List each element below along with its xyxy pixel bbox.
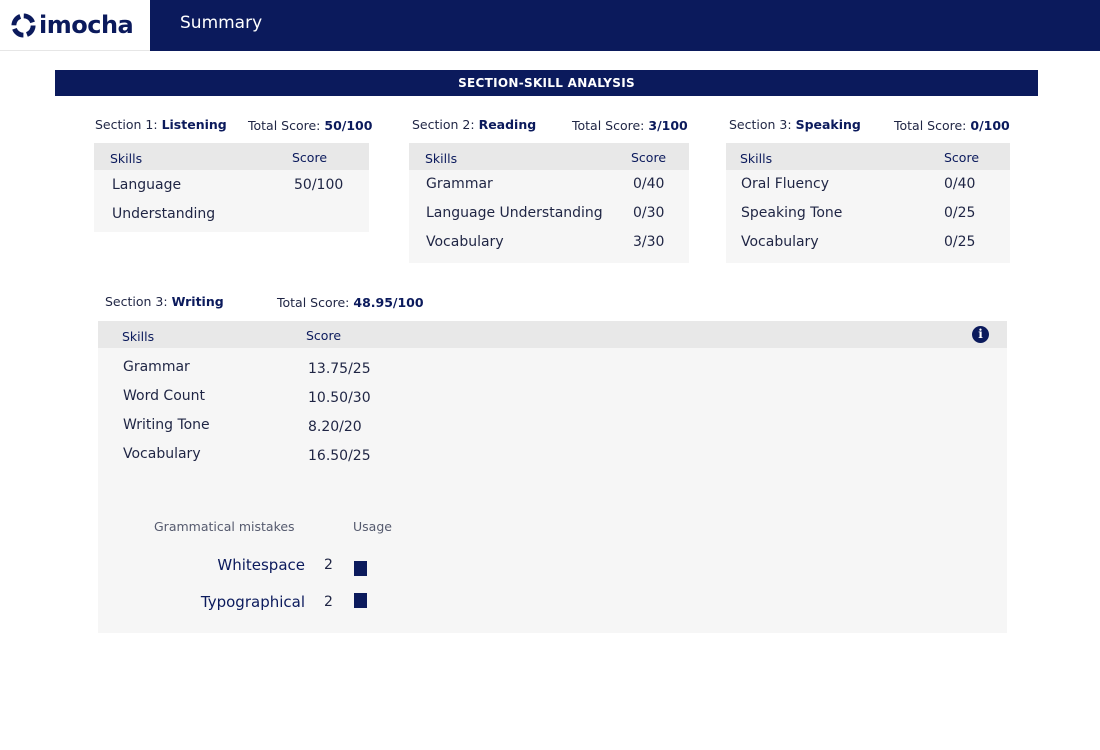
table-header: Skills Score — [94, 143, 369, 170]
section-prefix: Section 2: — [412, 117, 479, 132]
table-row-score: 3/30 — [633, 234, 665, 250]
skills-header: Skills — [110, 151, 143, 166]
table-row-score: 50/100 — [294, 177, 344, 193]
speaking-skills-table: Skills Score Oral Fluency 0/40 Speaking … — [726, 143, 1010, 263]
table-row-skill: Grammar — [123, 359, 190, 375]
total-label: Total Score: — [894, 118, 971, 133]
section-prefix: Section 3: — [105, 294, 172, 309]
table-row-score: 10.50/30 — [308, 390, 371, 406]
usage-bar — [354, 561, 367, 576]
table-row-score: 0/30 — [633, 205, 665, 221]
logo-text: imocha — [39, 11, 134, 39]
table-row-skill: Speaking Tone — [741, 205, 843, 221]
section-name: Writing — [171, 294, 224, 309]
table-header: Skills Score — [726, 143, 1010, 170]
section-3-total: Total Score: 0/100 — [894, 118, 1010, 133]
section-prefix: Section 3: — [729, 117, 796, 132]
score-header: Score — [944, 150, 980, 165]
skills-header: Skills — [740, 151, 773, 166]
section-4-title: Section 3: Writing — [105, 294, 224, 309]
logo[interactable]: imocha — [0, 0, 150, 51]
table-row-skill: Word Count — [123, 388, 206, 404]
total-value: 0/100 — [970, 118, 1010, 133]
skills-header: Skills — [425, 151, 458, 166]
table-row-score: 0/25 — [944, 205, 976, 221]
total-value: 48.95/100 — [353, 295, 424, 310]
section-skill-analysis-banner: SECTION-SKILL ANALYSIS — [55, 70, 1038, 96]
total-value: 50/100 — [324, 118, 373, 133]
table-row-score: 16.50/25 — [308, 448, 371, 464]
writing-skills-table: Skills Score i Grammar 13.75/25 Word Cou… — [98, 321, 1007, 633]
total-label: Total Score: — [248, 118, 325, 133]
section-name: Speaking — [795, 117, 861, 132]
section-2-title: Section 2: Reading — [412, 117, 536, 132]
info-icon[interactable]: i — [972, 326, 989, 343]
section-1-title: Section 1: Listening — [95, 117, 227, 132]
section-name: Listening — [161, 117, 227, 132]
table-row-skill: Grammar — [426, 176, 493, 192]
section-prefix: Section 1: — [95, 117, 162, 132]
page-title: Summary — [180, 13, 263, 33]
total-label: Total Score: — [572, 118, 649, 133]
listening-skills-table: Skills Score Language 50/100 Understandi… — [94, 143, 369, 232]
usage-bar — [354, 593, 367, 608]
table-row-score: 13.75/25 — [308, 361, 371, 377]
table-row-skill: Vocabulary — [123, 446, 201, 462]
total-value: 3/100 — [648, 118, 688, 133]
table-header: Skills Score i — [98, 321, 1007, 348]
table-row-skill: Language — [112, 177, 182, 193]
table-row-score: 0/40 — [633, 176, 665, 192]
skills-header: Skills — [122, 329, 155, 344]
top-bar: imocha Summary — [0, 0, 1100, 51]
table-row-skill: Language Understanding — [426, 205, 603, 221]
table-row-skill: Understanding — [112, 206, 216, 222]
grammatical-mistakes-header: Grammatical mistakes — [154, 519, 295, 534]
section-2-total: Total Score: 3/100 — [572, 118, 688, 133]
total-label: Total Score: — [277, 295, 354, 310]
section-name: Reading — [478, 117, 537, 132]
table-row-skill: Writing Tone — [123, 417, 210, 433]
table-row-score: 0/25 — [944, 234, 976, 250]
mistake-label: Typographical — [200, 593, 305, 611]
table-row-skill: Oral Fluency — [741, 176, 829, 192]
section-1-total: Total Score: 50/100 — [248, 118, 372, 133]
mistake-count: 2 — [324, 594, 333, 610]
mistake-label: Whitespace — [217, 556, 305, 574]
score-header: Score — [292, 150, 328, 165]
reading-skills-table: Skills Score Grammar 0/40 Language Under… — [409, 143, 689, 263]
table-row-score: 0/40 — [944, 176, 976, 192]
section-4-total: Total Score: 48.95/100 — [277, 295, 424, 310]
table-row-skill: Vocabulary — [426, 234, 504, 250]
table-row-score: 8.20/20 — [308, 419, 362, 435]
imocha-logo-icon — [11, 12, 36, 38]
section-3-title: Section 3: Speaking — [729, 117, 861, 132]
table-row-skill: Vocabulary — [741, 234, 819, 250]
score-header: Score — [631, 150, 667, 165]
table-header: Skills Score — [409, 143, 689, 170]
mistake-count: 2 — [324, 557, 333, 573]
score-header: Score — [306, 328, 342, 343]
usage-header: Usage — [353, 519, 392, 534]
